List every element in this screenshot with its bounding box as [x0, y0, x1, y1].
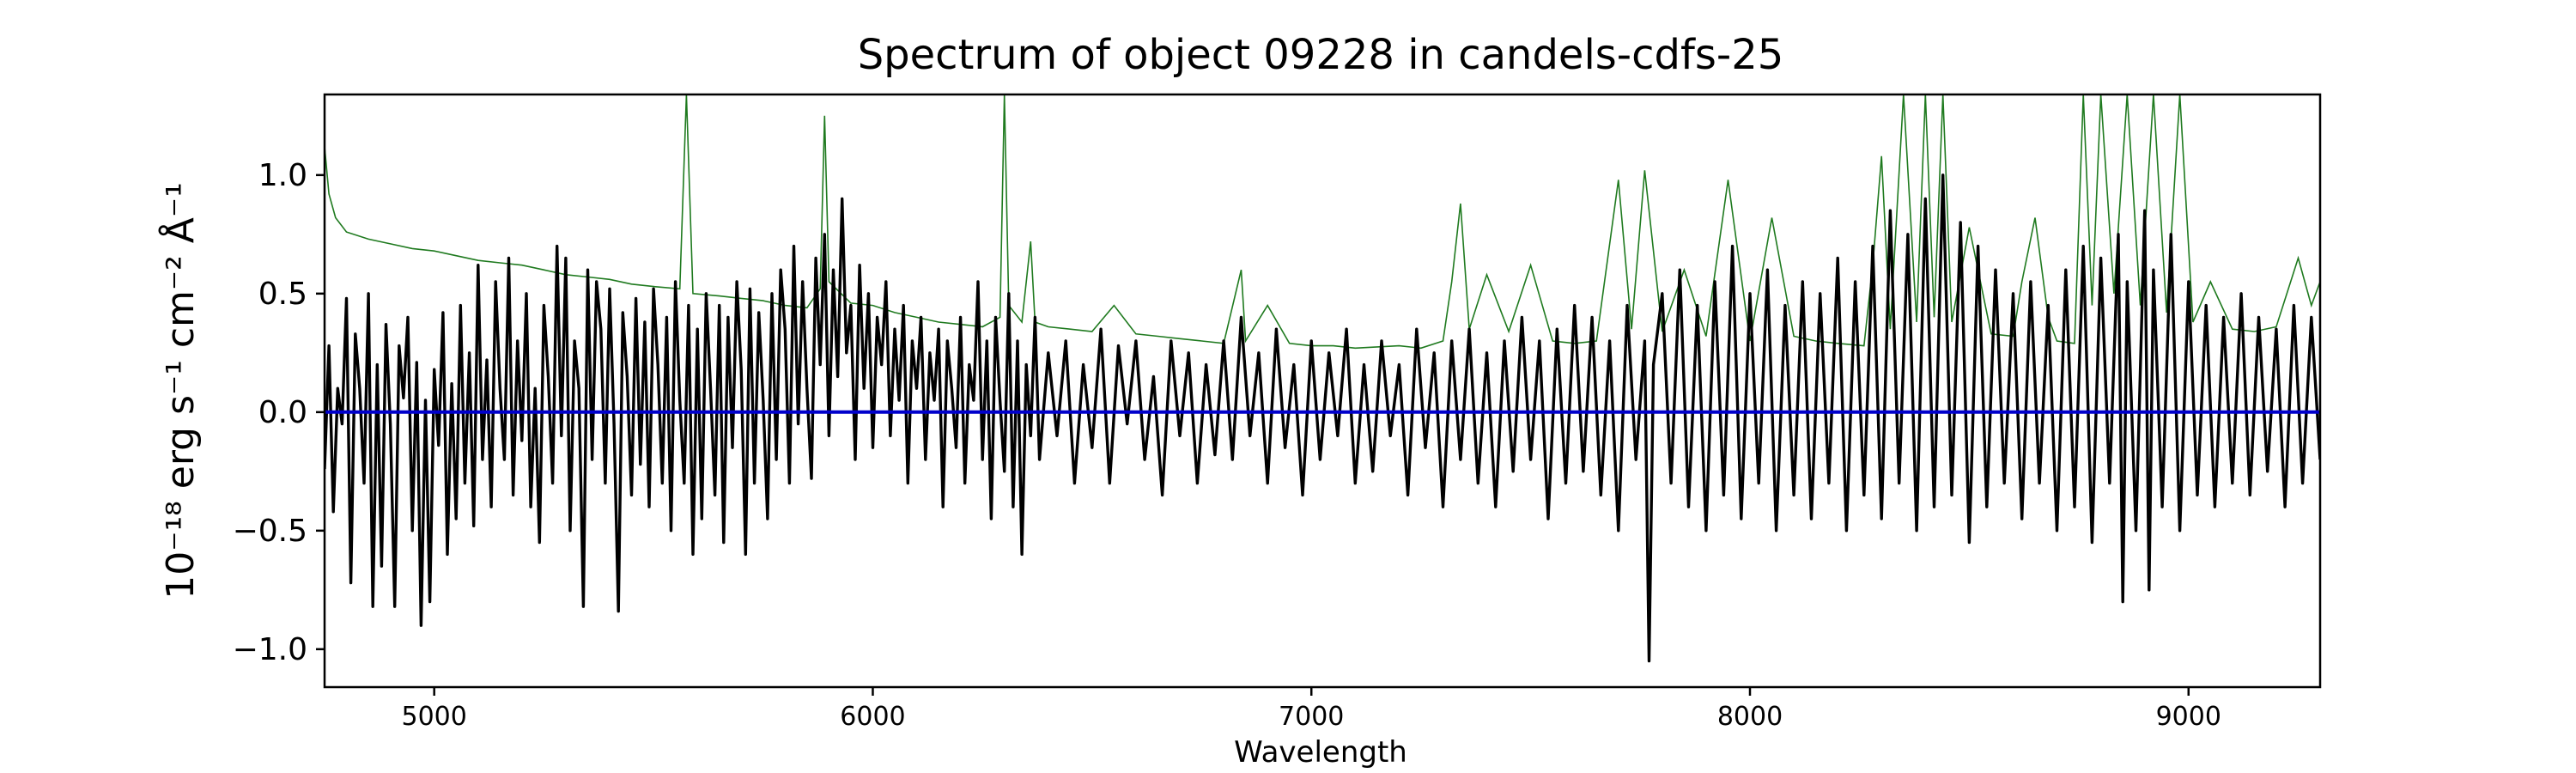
x-tick-label: 7000	[1279, 702, 1344, 732]
x-axis-label: Wavelength	[1234, 735, 1407, 770]
y-tick-label: 0.5	[258, 277, 307, 312]
x-tick-label: 8000	[1717, 702, 1783, 732]
plot-frame	[323, 93, 2322, 689]
x-tick-label: 5000	[402, 702, 467, 732]
y-tick-label: −0.5	[233, 514, 307, 549]
y-axis-label: 10⁻¹⁸ erg s⁻¹ cm⁻² Å⁻¹	[157, 182, 203, 599]
chart-title: Spectrum of object 09228 in candels-cdfs…	[858, 31, 1784, 79]
x-axis: 5000 6000 7000 8000 9000	[402, 687, 2221, 732]
y-axis: −1.0 −0.5 0.0 0.5 1.0	[233, 158, 325, 667]
x-tick-label: 9000	[2156, 702, 2221, 732]
y-tick-label: −1.0	[233, 632, 307, 667]
series-flux-line	[325, 173, 2320, 663]
series-layer	[325, 94, 2320, 663]
y-tick-label: 0.0	[258, 395, 307, 430]
x-tick-label: 6000	[840, 702, 905, 732]
series-model-line	[325, 94, 2320, 350]
y-tick-label: 1.0	[258, 158, 307, 193]
